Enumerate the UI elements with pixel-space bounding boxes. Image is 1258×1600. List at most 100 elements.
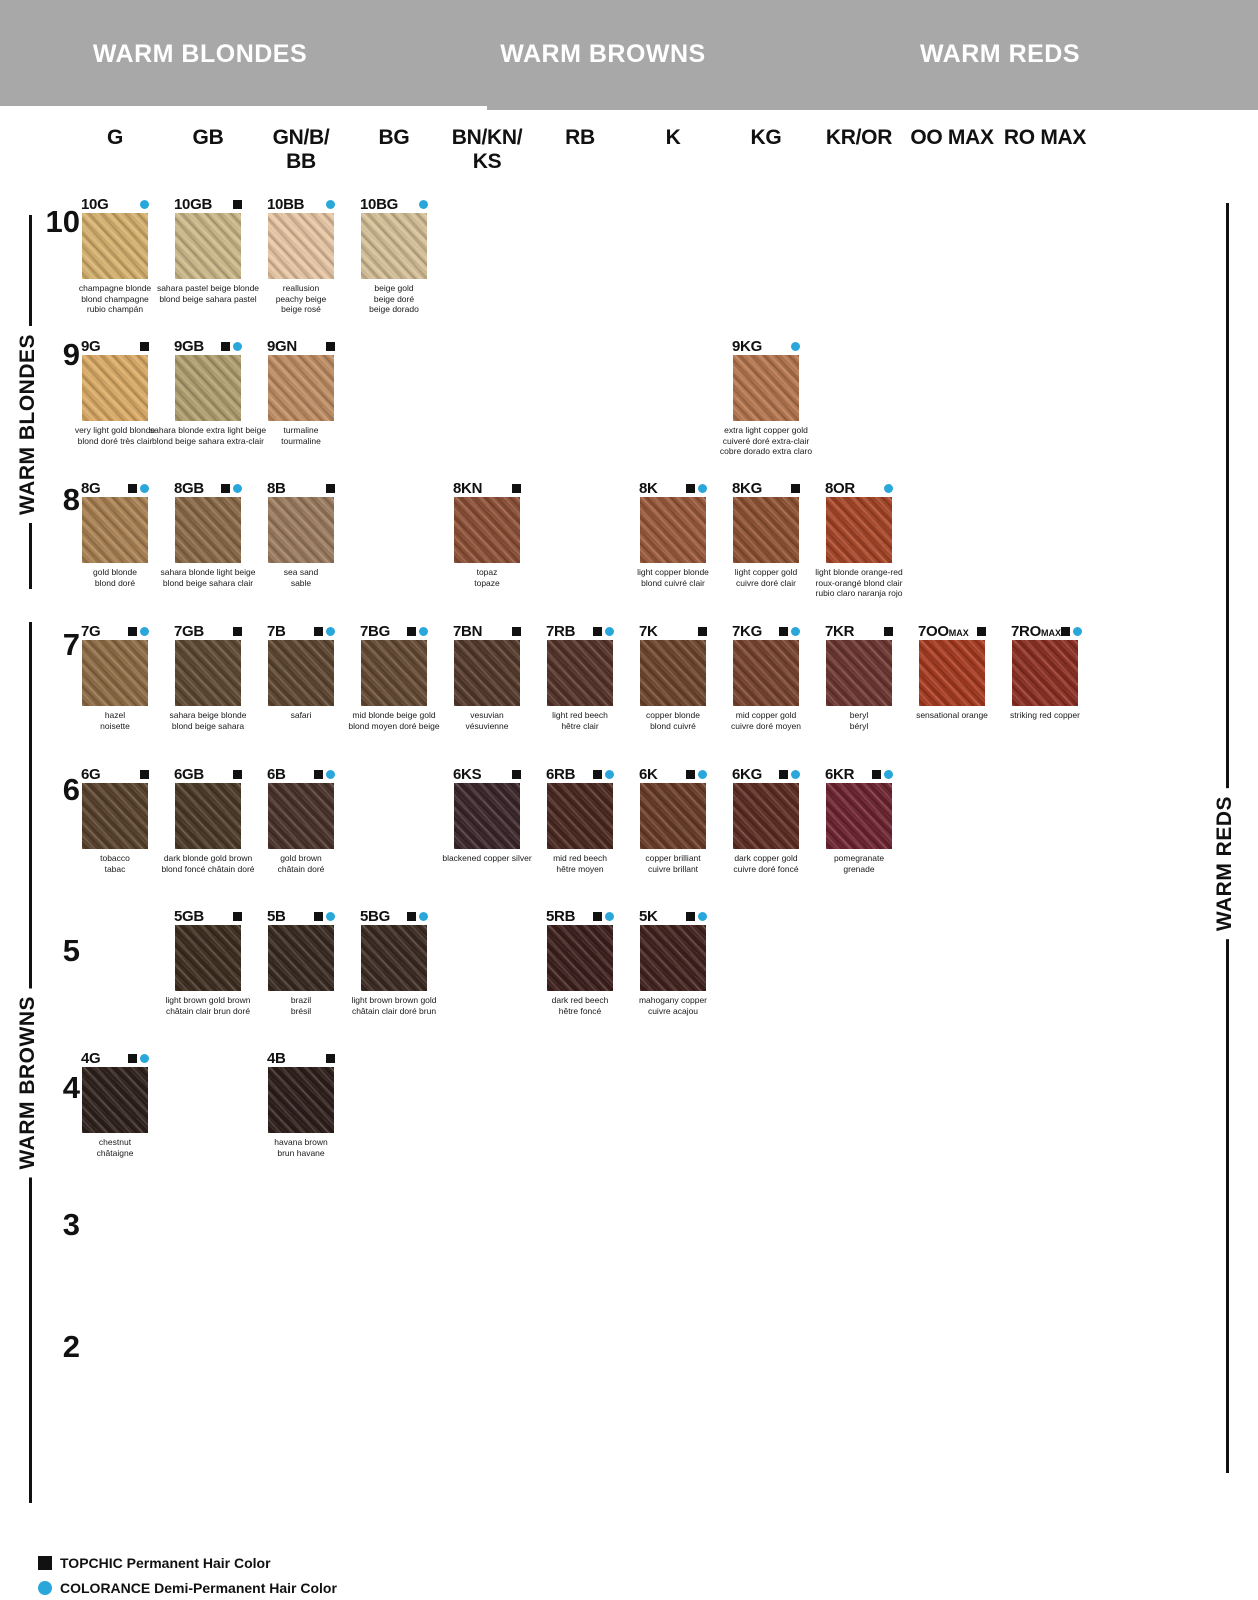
swatch-header: 5BG [360,907,428,925]
swatch-caption-line: topaz [476,567,498,577]
swatch-7kg: 7KG mid copper gold cuivre doré moyen [704,622,828,731]
colorance-circle-icon [791,769,800,779]
swatch-code: 7BN [453,622,483,640]
swatch-caption-line: blackened copper silver [442,853,532,863]
swatch-header: 5B [267,907,335,925]
swatch-caption-line: light copper gold [734,567,798,577]
product-markers [314,626,335,636]
swatch-code: 6KG [732,765,762,783]
swatch-caption: extra light copper gold cuiveré doré extr… [704,425,828,457]
swatch-6b: 6B gold brown châtain doré [239,765,363,874]
swatch-caption-line: blond beige sahara pastel [159,293,257,304]
swatch-code: 6G [81,765,101,783]
topchic-square-icon [233,626,242,636]
swatch-caption-line: tabac [104,863,126,874]
swatch-code: 4B [267,1049,286,1067]
swatch-8gb: 8GB sahara blonde light beige blond beige … [146,479,270,588]
swatch-image [361,640,427,706]
column-header-bn-kn: BN/KN/KS [451,126,523,173]
swatch-header: 8G [81,479,149,497]
swatch-image [919,640,985,706]
swatch-code: 8OR [825,479,855,497]
product-markers [593,626,614,636]
swatch-caption-line: sea sand [283,567,319,577]
swatch-code: 8KG [732,479,762,497]
swatch-caption: gold brown châtain doré [239,853,363,874]
swatch-image [826,497,892,563]
product-markers [872,769,893,779]
topchic-square-icon [326,1053,335,1063]
swatch-header: 7RB [546,622,614,640]
swatch-caption-line: light red beech [552,710,608,720]
swatch-caption-line: beige rosé [281,304,321,314]
topchic-square-icon [593,626,602,636]
swatch-code: 6RB [546,765,576,783]
product-markers [128,483,149,493]
swatch-caption: hazel noisette [53,710,177,731]
swatch-code: 9GB [174,337,204,355]
swatch-caption: sahara blonde light beige blond beige sah… [146,567,270,588]
swatch-caption-line: blond cuivré clair [641,577,705,588]
swatch-7rb: 7RB light red beech hêtre clair [518,622,642,731]
swatch-caption: tobacco tabac [53,853,177,874]
swatch-header: 8KG [732,479,800,497]
product-markers [791,341,800,351]
swatch-caption-line: topaze [474,577,500,588]
swatch-caption-line: chestnut [98,1137,132,1147]
swatch-code: 8B [267,479,286,497]
swatch-caption-line: noisette [100,720,130,731]
product-markers [593,769,614,779]
swatch-caption: light brown gold brown châtain clair brun… [146,995,270,1016]
swatch-code: 5GB [174,907,204,925]
swatch-caption-line: champagne blonde [78,283,152,293]
swatch-code: 6GB [174,765,204,783]
swatch-image [268,497,334,563]
swatch-header: 6KG [732,765,800,783]
colorance-circle-icon [884,483,893,493]
swatch-header: 8K [639,479,707,497]
swatch-5rb: 5RB dark red beech hêtre foncé [518,907,642,1016]
swatch-8kn: 8KN topaz topaze [425,479,549,588]
swatch-header: 7OOMAX [918,622,986,640]
swatch-caption-line: beryl [849,710,869,720]
swatch-caption-line: sahara pastel beige blonde [156,283,260,293]
colorance-circle-icon [605,911,614,921]
swatch-code-max-suffix: MAX [948,627,969,638]
swatch-header: 9KG [732,337,800,355]
swatch-caption-line: cuiveré doré extra-clair [722,435,810,446]
swatch-caption-line: tobacco [100,853,130,863]
swatch-header: 7GB [174,622,242,640]
colorance-circle-icon [698,483,707,493]
topchic-square-icon [977,626,986,636]
topchic-square-icon [326,341,335,351]
topchic-square-icon [233,769,242,779]
colorance-circle-icon [1072,626,1082,636]
colorance-circle-icon [605,769,614,779]
product-markers [686,483,707,493]
topchic-square-icon [698,626,707,636]
row-number-7: 7 [62,627,80,662]
swatch-caption-line: cuivre doré foncé [733,863,799,874]
row-number-2: 2 [62,1329,80,1364]
swatch-6g: 6G tobacco tabac [53,765,177,874]
swatch-caption-line: turmaline [283,425,319,435]
row-number-10: 10 [45,204,80,239]
swatch-header: 9GN [267,337,335,355]
swatch-caption-line: vésuvienne [465,720,509,731]
column-header-bg: BG [378,126,410,149]
colorance-circle-icon [140,483,149,493]
swatch-header: 7KG [732,622,800,640]
product-markers [884,626,893,636]
swatch-caption: light copper gold cuivre doré clair [704,567,828,588]
swatch-caption-line: striking red copper [1010,710,1080,720]
swatch-caption-line: cuivre brillant [647,863,699,874]
swatch-header: 6B [267,765,335,783]
swatch-code: 8GB [174,479,204,497]
swatch-caption: beige gold beige doré beige dorado [332,283,456,315]
swatch-caption-line: very light gold blonde [74,425,156,435]
row-number-9: 9 [62,337,80,372]
swatch-8kg: 8KG light copper gold cuivre doré clair [704,479,828,588]
product-markers [593,911,614,921]
swatch-header: 7B [267,622,335,640]
